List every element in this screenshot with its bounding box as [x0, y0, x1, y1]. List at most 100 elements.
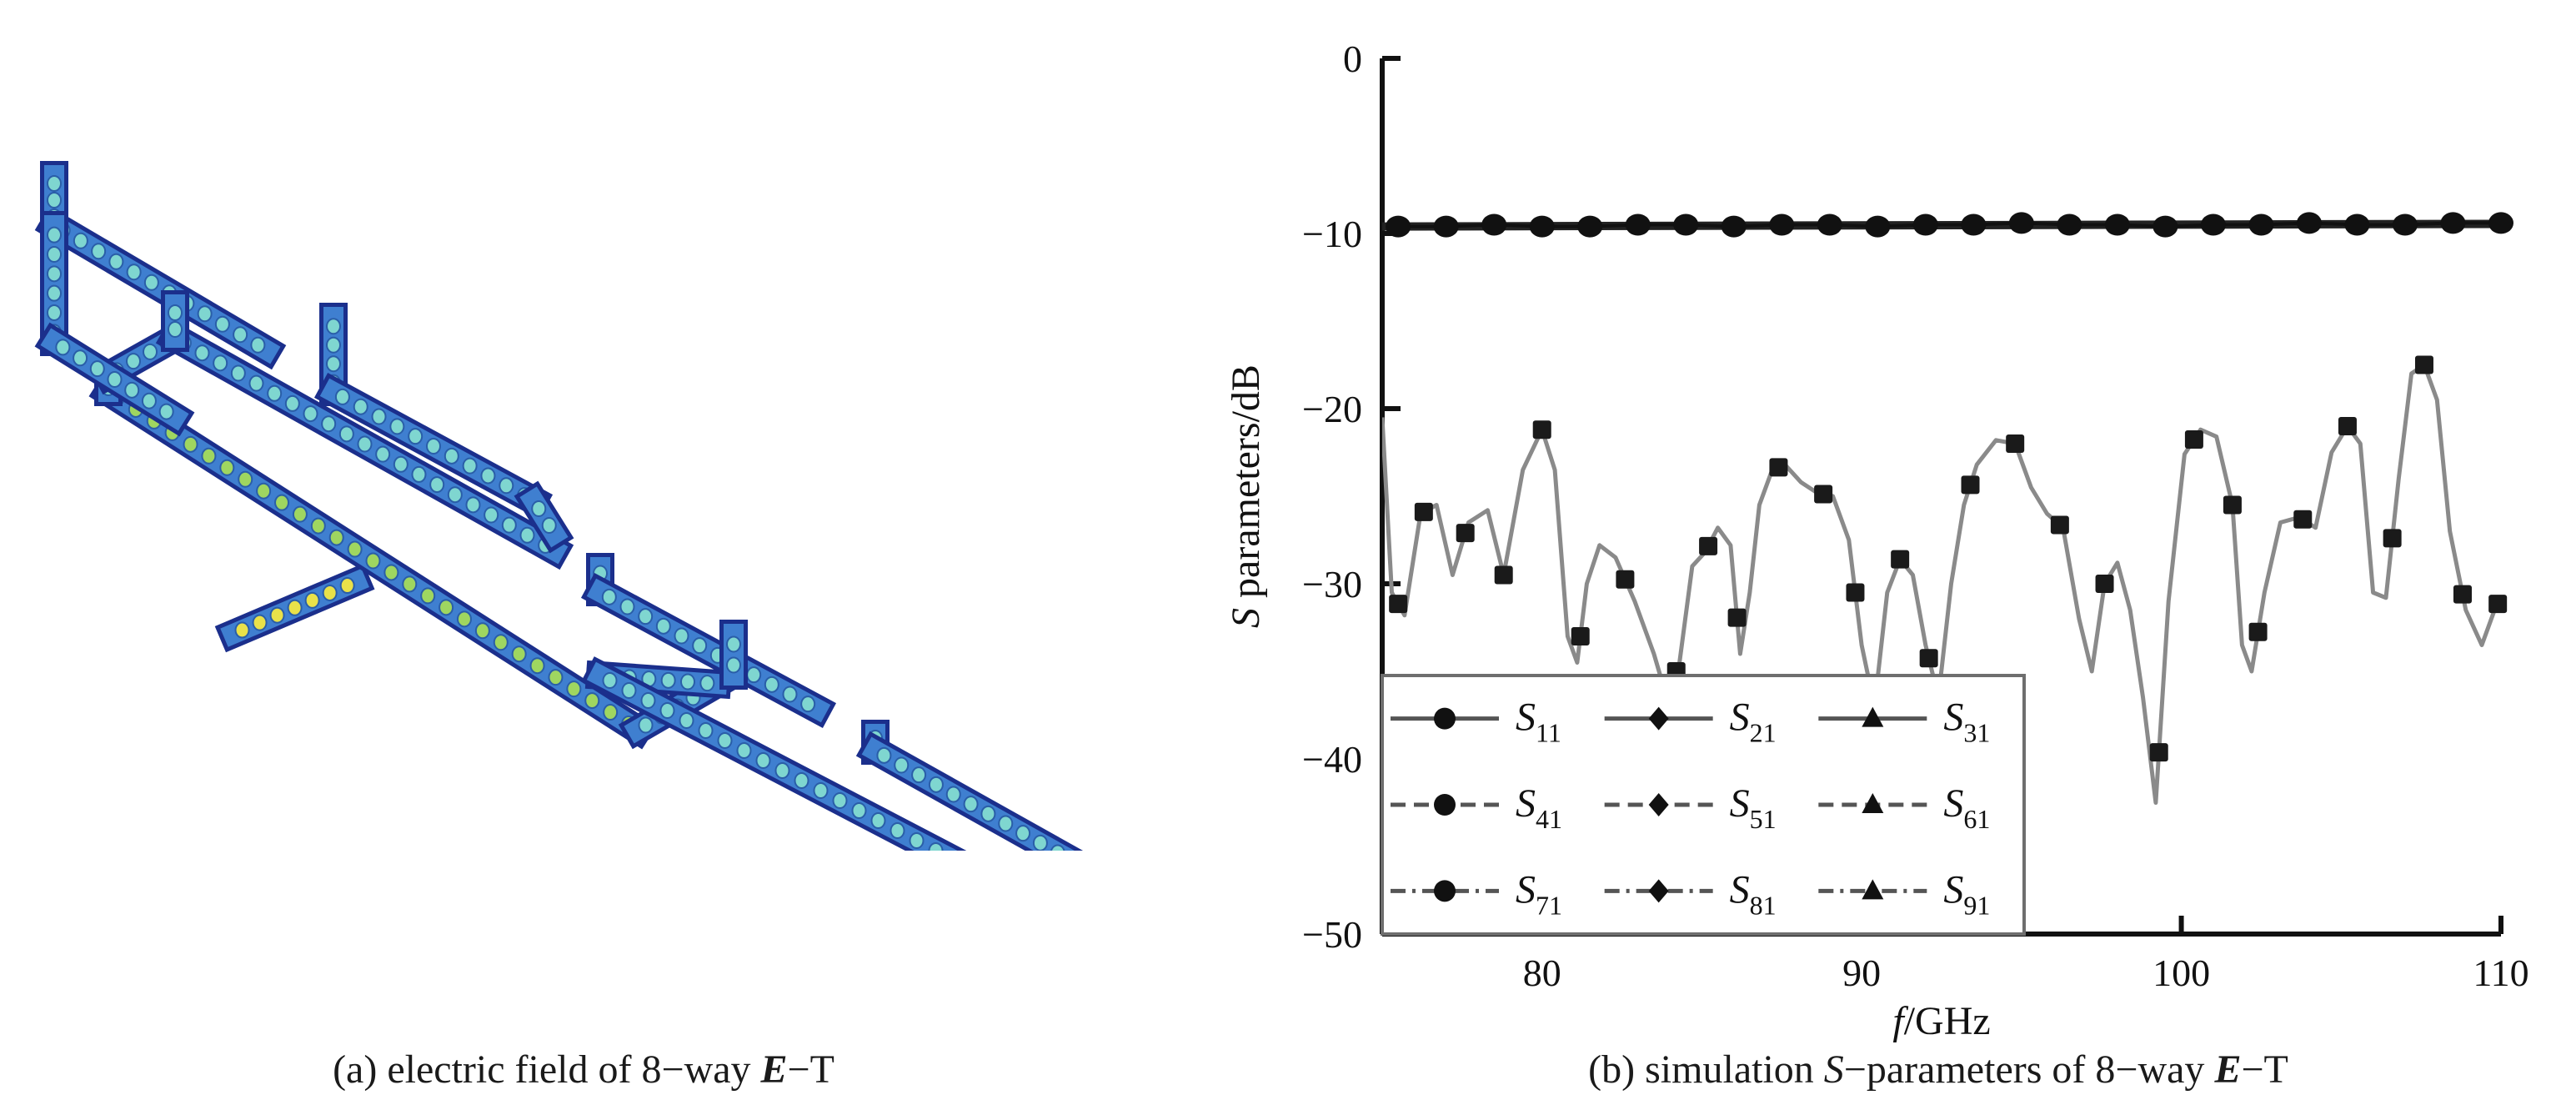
transmission-data-point	[1529, 215, 1555, 238]
transmission-data-point	[1961, 213, 1987, 236]
output-arm-waveguide	[34, 322, 195, 437]
input-stub-waveguide	[214, 563, 375, 653]
transmission-data-point	[2153, 215, 2178, 238]
legend-label: S11	[1516, 696, 1561, 748]
reflection-data-point	[2338, 417, 2357, 435]
transmission-data-point	[2440, 212, 2466, 234]
reflection-data-point	[1532, 420, 1551, 439]
output-arm-waveguide	[40, 211, 68, 356]
reflection-data-point	[1814, 485, 1833, 504]
reflection-data-point	[1846, 583, 1865, 602]
reflection-data-point	[2383, 529, 2402, 548]
reflection-data-point	[1571, 627, 1590, 645]
legend-entry: S51	[1604, 781, 1777, 834]
legend-triangle-marker	[1862, 793, 1884, 813]
transmission-data-point	[1865, 215, 1891, 238]
reflection-data-point	[2050, 515, 2069, 535]
reflection-data-point	[2223, 495, 2242, 515]
reflection-data-point	[1414, 502, 1433, 521]
reflection-data-point	[1389, 595, 1408, 614]
legend-entry: S21	[1604, 696, 1777, 748]
transmission-data-point	[2057, 213, 2082, 236]
y-tick-label: 0	[1343, 38, 1362, 80]
legend-entry: S61	[1818, 781, 1990, 834]
legend-label: S91	[1943, 867, 1990, 920]
output-arm-waveguide	[855, 731, 1084, 851]
s-parameter-chart: 0 −10 −20 −30 −40 −50 80 90 100 110 f/GHz S paramet…	[1224, 38, 2529, 1043]
reflection-data-point	[2293, 510, 2313, 529]
legend-diamond-marker	[1648, 879, 1669, 903]
x-tick-label: 90	[1842, 952, 1881, 994]
y-tick-label: −10	[1302, 213, 1362, 255]
output-arm-waveguide	[161, 290, 189, 352]
transmission-data-point	[2008, 212, 2034, 234]
transmission-data-point	[1386, 215, 1411, 238]
caption-electric-field: (a) electric field of 8−way E−T	[333, 1047, 834, 1092]
transmission-data-point	[1481, 213, 1507, 236]
reflection-data-point	[2006, 434, 2025, 453]
legend-circle-marker	[1434, 880, 1456, 902]
transmission-data-point	[1673, 213, 1699, 236]
transmission-data-point	[1433, 215, 1459, 238]
legend-diamond-marker	[1648, 706, 1669, 731]
caption-simulation-s-parameters: (b) simulation S−parameters of 8−way E−T	[1588, 1047, 2288, 1092]
reflection-data-point	[1891, 550, 1910, 569]
y-tick-label: −50	[1302, 913, 1362, 956]
reflection-data-point	[1494, 565, 1513, 585]
legend-label: S51	[1730, 781, 1777, 834]
legend-label: S61	[1943, 781, 1990, 834]
reflection-data-point	[2414, 355, 2433, 374]
legend-label: S81	[1730, 867, 1777, 920]
legend-label: S41	[1516, 781, 1562, 834]
legend-entry: S41	[1391, 781, 1562, 834]
legend-triangle-marker	[1862, 706, 1884, 727]
reflection-data-point	[1727, 608, 1747, 627]
transmission-data-point	[2104, 213, 2130, 236]
reflection-data-point	[2248, 622, 2268, 641]
x-axis-label: f/GHz	[1892, 999, 1990, 1043]
legend-triangle-marker	[1862, 879, 1884, 900]
legend-circle-marker	[1434, 707, 1456, 730]
reflection-data-point	[2488, 595, 2508, 614]
x-tick-label: 110	[2473, 952, 2528, 994]
reflection-data-point	[1616, 570, 1635, 589]
legend-entry: S11	[1391, 696, 1561, 748]
transmission-data-point	[2200, 213, 2226, 236]
legend-entry: S91	[1818, 867, 1990, 920]
transmission-data-point	[1912, 213, 1938, 236]
output-arm-waveguide	[719, 620, 748, 690]
transmission-data-point	[2488, 212, 2513, 234]
output-arm-waveguide	[514, 480, 574, 554]
reflection-data-point	[1919, 649, 1938, 668]
legend-circle-marker	[1434, 794, 1456, 816]
y-tick-label: −30	[1302, 563, 1362, 605]
level2-feed-a	[155, 318, 574, 570]
reflection-data-point	[2149, 743, 2168, 762]
transmission-data-point	[1817, 213, 1842, 236]
y-tick-label: −40	[1302, 738, 1362, 781]
output-arm-waveguide	[34, 205, 287, 370]
legend-label: S71	[1516, 867, 1562, 920]
legend-label: S21	[1730, 696, 1777, 748]
reflection-data-point	[1699, 536, 1718, 555]
transmission-data-point	[1769, 213, 1795, 236]
electric-field-figure	[34, 161, 1084, 851]
reflection-data-point	[1961, 475, 1980, 495]
legend-entry: S71	[1391, 867, 1562, 920]
y-tick-label: −20	[1302, 388, 1362, 430]
output-arm-waveguide	[580, 572, 837, 729]
legend-label: S31	[1943, 696, 1990, 748]
main-feed-waveguide	[88, 372, 658, 750]
transmission-data-point	[1577, 215, 1603, 238]
transmission-data-point	[1625, 213, 1651, 236]
transmission-data-point	[2344, 213, 2370, 236]
legend-diamond-marker	[1648, 793, 1669, 816]
legend-entry: S81	[1604, 867, 1777, 920]
reflection-data-point	[2184, 429, 2203, 449]
transmission-data-point	[1721, 215, 1747, 238]
reflection-data-point	[2095, 575, 2114, 593]
reflection-data-point	[1769, 458, 1788, 477]
level2-feed-b	[581, 656, 967, 851]
reflection-data-point	[1456, 524, 1475, 543]
reflection-data-point	[2453, 585, 2472, 604]
